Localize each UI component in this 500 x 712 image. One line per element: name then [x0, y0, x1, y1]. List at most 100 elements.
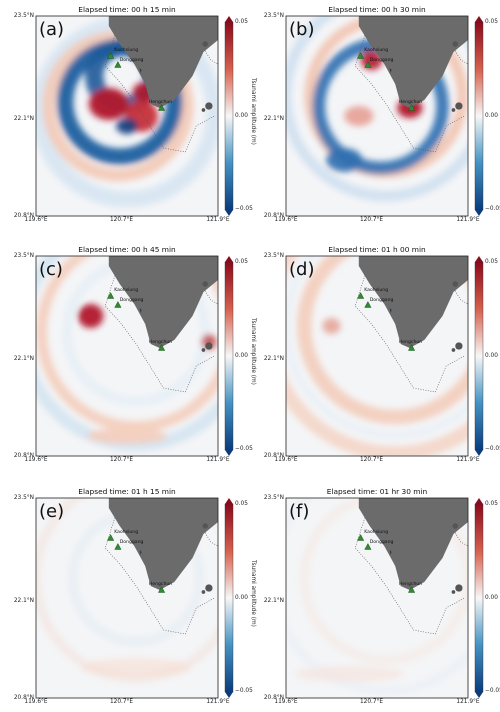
wave-feature-1	[36, 256, 218, 452]
lon-tick-right: 121.9°E	[456, 699, 480, 705]
colorbar	[474, 256, 484, 456]
station-label-kaohsiung: Kaohsiung	[114, 48, 139, 53]
elapsed-time-title: Elapsed time: 00 h 30 min	[328, 5, 426, 14]
colorbar	[224, 16, 234, 216]
station-marker-3	[408, 104, 416, 111]
colorbar-tick-zero: 0.00	[235, 595, 248, 601]
lon-tick-mid: 120.7°E	[359, 217, 384, 223]
wave-feature-2	[296, 256, 468, 425]
map-svg	[35, 497, 219, 699]
wave-field	[36, 16, 218, 216]
lat-tick-top: 23.5°N	[13, 13, 34, 19]
colorbar-tick-max: 0.05	[485, 259, 498, 265]
colorbar-tick-zero: 0.00	[485, 113, 498, 119]
wave-feature-7	[326, 148, 363, 172]
lat-tick-bottom: 20.8°N	[263, 213, 284, 219]
colorbar-extend-min	[475, 210, 483, 216]
station-marker-1	[107, 52, 115, 59]
elapsed-time-title: Elapsed time: 01 hr 30 min	[326, 487, 428, 496]
colorbar-extend-min	[475, 450, 483, 456]
lon-tick-left: 119.6°E	[274, 699, 298, 705]
panel-label: (e)	[39, 501, 65, 522]
taiwan-landmass	[358, 256, 468, 348]
station-label-donggang: Donggang	[119, 58, 144, 63]
lon-tick-mid: 120.7°E	[359, 457, 384, 463]
colorbar-tick-zero: 0.00	[235, 353, 248, 359]
wave-feature-5	[88, 88, 129, 120]
wave-feature-2	[286, 498, 468, 696]
colorbar-gradient	[474, 21, 484, 211]
station-marker-3	[158, 344, 166, 351]
station-label-donggang: Donggang	[369, 58, 394, 63]
station-label-donggang: Donggang	[369, 298, 394, 303]
taiwan-landmass	[108, 498, 218, 590]
station-label-kaohsiung: Kaohsiung	[364, 530, 389, 535]
lat-tick-mid: 22.1°N	[263, 598, 284, 604]
island-liuqiu	[389, 550, 392, 555]
wave-feature-3	[295, 666, 405, 682]
map-frame	[35, 255, 219, 457]
station-marker-2	[364, 301, 372, 308]
island-1	[452, 41, 458, 47]
colorbar-extend-min	[225, 692, 233, 698]
taiwan-landmass	[108, 16, 218, 108]
station-marker-3	[158, 104, 166, 111]
lon-tick-mid: 120.7°E	[109, 217, 134, 223]
colorbar	[224, 498, 234, 698]
station-label-donggang: Donggang	[119, 298, 144, 303]
map-frame	[285, 255, 469, 457]
lat-tick-bottom: 20.8°N	[13, 453, 34, 459]
station-marker-1	[357, 52, 365, 59]
station-marker-2	[364, 61, 372, 68]
colorbar-tick-max: 0.05	[235, 19, 248, 25]
island-2	[205, 102, 213, 110]
colorbar	[224, 256, 234, 456]
wave-field	[286, 16, 468, 216]
lat-tick-top: 23.5°N	[263, 253, 284, 259]
station-label-hengchun: Hengchun	[398, 582, 423, 587]
isobath-line	[354, 507, 465, 635]
lat-tick-top: 23.5°N	[13, 253, 34, 259]
lat-tick-top: 23.5°N	[263, 13, 284, 19]
lat-tick-mid: 22.1°N	[13, 598, 34, 604]
colorbar-extend-max	[475, 256, 483, 262]
island-2	[205, 342, 213, 350]
colorbar-extend-min	[225, 210, 233, 216]
wave-feature-3	[286, 256, 468, 439]
wave-feature-4	[322, 318, 341, 334]
wave-feature-6	[344, 106, 374, 126]
island-3	[451, 590, 456, 594]
lat-tick-mid: 22.1°N	[263, 356, 284, 362]
station-marker-1	[357, 292, 365, 299]
colorbar-extend-max	[225, 16, 233, 22]
colorbar-gradient	[474, 261, 484, 451]
colorbar-extend-min	[475, 692, 483, 698]
isobath-line	[104, 25, 215, 153]
station-marker-1	[107, 292, 115, 299]
colorbar-gradient	[224, 21, 234, 211]
station-label-kaohsiung: Kaohsiung	[364, 288, 389, 293]
isobath-line	[104, 507, 215, 635]
island-3	[451, 348, 456, 352]
lon-tick-right: 121.9°E	[456, 217, 480, 223]
map-svg	[285, 15, 469, 217]
colorbar-tick-max: 0.05	[485, 501, 498, 507]
wave-feature-8	[116, 118, 138, 134]
island-liuqiu	[139, 68, 142, 73]
taiwan-landmass	[358, 16, 468, 108]
island-2	[455, 102, 463, 110]
station-marker-3	[408, 344, 416, 351]
island-3	[201, 108, 206, 112]
wave-field	[36, 256, 218, 456]
panel-label: (d)	[289, 259, 315, 280]
wave-feature-2	[36, 256, 218, 433]
station-label-kaohsiung: Kaohsiung	[114, 530, 139, 535]
isobath-line	[354, 265, 465, 393]
panel-label: (b)	[289, 19, 315, 40]
lon-tick-left: 119.6°E	[24, 699, 48, 705]
island-liuqiu	[139, 308, 142, 313]
island-1	[452, 281, 458, 287]
colorbar-tick-max: 0.05	[235, 259, 248, 265]
colorbar-tick-max: 0.05	[485, 19, 498, 25]
panel-label: (f)	[289, 501, 310, 522]
